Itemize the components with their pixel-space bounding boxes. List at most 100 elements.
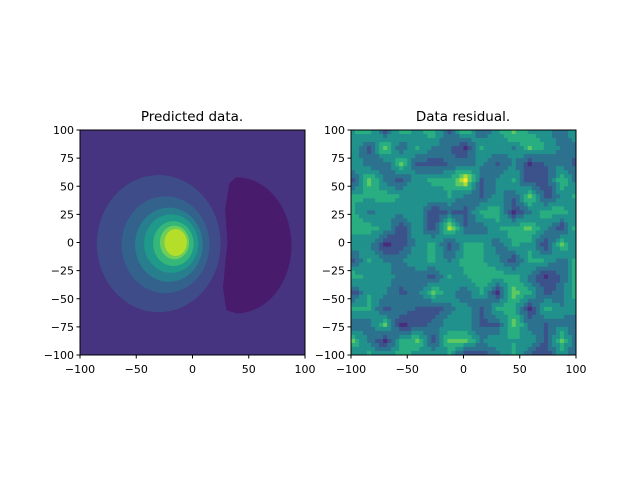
residual-cell	[499, 350, 505, 356]
residual-cell	[351, 222, 356, 227]
residual-cell	[543, 142, 549, 147]
residual-cell	[535, 182, 541, 187]
residual-cell	[539, 338, 545, 344]
residual-cell	[527, 226, 533, 231]
residual-cell	[479, 290, 484, 296]
residual-cell	[547, 226, 553, 231]
residual-cell	[407, 330, 412, 336]
residual-cell	[523, 138, 529, 143]
residual-cell	[399, 246, 404, 251]
residual-cell	[491, 334, 497, 340]
residual-cell	[495, 130, 501, 135]
residual-cell	[435, 322, 440, 328]
residual-cell	[439, 342, 444, 348]
residual-cell	[351, 314, 356, 320]
residual-cell	[547, 298, 553, 304]
residual-cell	[415, 298, 420, 304]
residual-cell	[511, 186, 517, 191]
residual-cell	[495, 166, 501, 171]
residual-cell	[459, 318, 464, 324]
residual-cell	[439, 274, 444, 280]
residual-cell	[535, 226, 541, 231]
residual-cell	[431, 170, 436, 175]
residual-cell	[395, 278, 400, 284]
residual-cell	[475, 238, 480, 243]
residual-cell	[543, 146, 549, 151]
residual-cell	[387, 162, 392, 167]
residual-cell	[391, 290, 396, 296]
residual-cell	[511, 138, 517, 143]
residual-cell	[391, 250, 396, 255]
residual-cell	[427, 182, 432, 187]
residual-cell	[495, 198, 501, 203]
residual-cell	[531, 194, 537, 199]
residual-cell	[375, 198, 380, 203]
residual-cell	[543, 150, 549, 155]
residual-cell	[535, 198, 541, 203]
residual-cell	[463, 238, 468, 243]
residual-cell	[483, 182, 489, 187]
residual-cell	[487, 258, 493, 263]
residual-cell	[459, 158, 464, 163]
residual-cell	[527, 266, 533, 272]
residual-cell	[543, 202, 549, 207]
residual-cell	[483, 190, 489, 195]
residual-cell	[471, 330, 476, 336]
residual-cell	[547, 206, 553, 211]
residual-cell	[519, 190, 525, 195]
residual-cell	[443, 258, 448, 263]
residual-cell	[435, 178, 440, 183]
residual-cell	[519, 338, 525, 344]
residual-cell	[555, 198, 561, 203]
residual-cell	[507, 202, 513, 207]
residual-cell	[351, 238, 356, 243]
residual-cell	[379, 282, 384, 288]
residual-cell	[515, 338, 521, 344]
residual-cell	[535, 202, 541, 207]
residual-cell	[571, 198, 577, 203]
residual-cell	[571, 222, 577, 227]
residual-cell	[395, 150, 400, 155]
residual-cell	[527, 318, 533, 324]
residual-cell	[451, 326, 456, 332]
residual-cell	[443, 254, 448, 259]
residual-cell	[419, 238, 424, 243]
residual-cell	[363, 194, 368, 199]
residual-cell	[475, 278, 480, 284]
y-tick-label: −50	[51, 293, 74, 306]
residual-cell	[539, 274, 545, 280]
residual-cell	[563, 278, 569, 284]
residual-cell	[467, 178, 472, 183]
residual-cell	[499, 342, 505, 348]
residual-cell	[411, 226, 416, 231]
residual-cell	[571, 326, 577, 332]
residual-cell	[419, 274, 424, 280]
residual-cell	[427, 326, 432, 332]
residual-cell	[555, 242, 561, 247]
residual-cell	[399, 294, 404, 300]
residual-cell	[475, 338, 480, 344]
residual-cell	[351, 278, 356, 284]
residual-cell	[559, 314, 565, 320]
residual-cell	[415, 302, 420, 308]
residual-cell	[531, 266, 537, 272]
residual-cell	[491, 190, 497, 195]
residual-cell	[503, 242, 509, 247]
residual-cell	[527, 170, 533, 175]
residual-cell	[483, 218, 489, 223]
residual-cell	[463, 130, 468, 135]
residual-cell	[547, 282, 553, 288]
residual-cell	[399, 214, 404, 219]
residual-cell	[435, 310, 440, 316]
residual-cell	[571, 226, 577, 231]
residual-cell	[551, 134, 557, 139]
residual-cell	[363, 322, 368, 328]
residual-cell	[351, 338, 356, 344]
residual-cell	[439, 254, 444, 259]
residual-cell	[443, 134, 448, 139]
residual-cell	[399, 254, 404, 259]
residual-cell	[515, 146, 521, 151]
residual-cell	[475, 138, 480, 143]
residual-cell	[371, 234, 376, 239]
residual-cell	[459, 234, 464, 239]
